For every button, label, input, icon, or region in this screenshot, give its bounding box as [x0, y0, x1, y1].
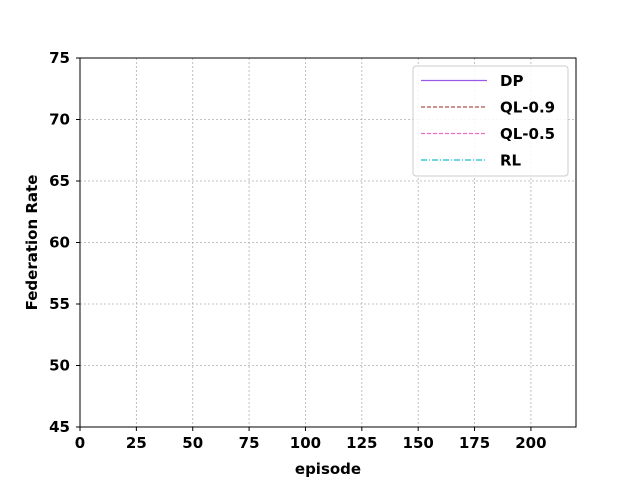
legend: DP QL-0.9 QL-0.5 RL [412, 65, 569, 177]
x-tick-label: 0 [75, 434, 85, 452]
x-tick-label: 25 [126, 434, 147, 452]
x-tick-label: 75 [239, 434, 260, 452]
x-axis-label: episode [295, 460, 361, 478]
y-tick-label: 65 [49, 172, 70, 190]
y-tick-label: 75 [49, 49, 70, 67]
x-tick-label: 125 [346, 434, 377, 452]
legend-label: RL [500, 152, 522, 170]
x-tick-label: 150 [403, 434, 434, 452]
x-tick-label: 50 [182, 434, 203, 452]
y-axis-label: Federation Rate [23, 175, 41, 311]
x-axis-ticks: 0 25 50 75 100 125 150 175 200 [75, 427, 547, 452]
x-tick-label: 175 [459, 434, 490, 452]
y-tick-label: 70 [49, 111, 70, 129]
y-tick-label: 50 [49, 357, 70, 375]
y-tick-label: 55 [49, 295, 70, 313]
legend-box [412, 65, 569, 177]
x-tick-label: 100 [290, 434, 321, 452]
legend-label: DP [500, 72, 523, 90]
legend-label: QL-0.5 [500, 125, 555, 143]
y-tick-label: 60 [49, 234, 70, 252]
legend-label: QL-0.9 [500, 99, 555, 117]
y-tick-label: 45 [49, 418, 70, 436]
y-axis-ticks: 45 50 55 60 65 70 75 [49, 49, 80, 436]
x-tick-label: 200 [515, 434, 546, 452]
